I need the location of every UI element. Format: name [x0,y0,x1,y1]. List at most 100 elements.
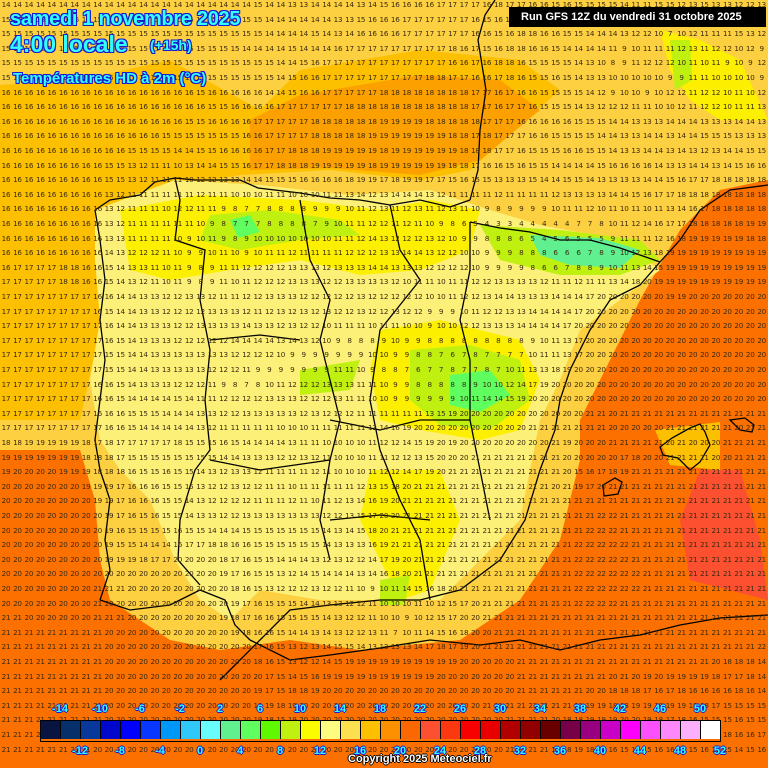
grid-value: 10 [310,496,320,506]
grid-value: 19 [230,627,240,637]
grid-value: 18 [677,233,686,243]
grid-value: 10 [654,87,664,97]
legend-tick-label: -8 [115,745,125,757]
grid-value: 16 [299,175,309,185]
grid-value: 21 [528,554,538,564]
grid-value: 20 [356,686,366,696]
grid-value: 15 [539,73,549,82]
grid-value: 14 [13,0,22,9]
grid-value: 16 [368,496,377,506]
grid-value: 20 [711,350,721,360]
grid-value: 17 [597,467,606,477]
legend-swatch [581,721,601,739]
grid-value: 11 [642,102,652,112]
grid-value: 15 [333,642,343,652]
grid-value: 21 [528,657,538,666]
grid-value: 9 [461,233,467,243]
grid-value: 18 [745,233,755,243]
grid-value: 17 [368,87,377,97]
grid-value: 14 [356,642,366,652]
grid-value: 20 [368,744,377,754]
grid-value: 6 [461,219,467,228]
grid-value: 15 [688,744,698,754]
grid-value: 21 [459,525,469,535]
grid-value: 11 [448,189,457,199]
grid-value: 15 [276,642,286,652]
grid-value: 21 [528,569,538,579]
grid-value: 11 [356,379,366,389]
grid-value: 17 [459,598,469,608]
legend-tick-label: 40 [593,745,607,757]
grid-value: 20 [608,379,618,389]
grid-value: 10 [322,233,331,243]
grid-value: 12 [368,204,377,214]
grid-value: 20 [356,715,366,725]
grid-value: 17 [47,292,57,301]
grid-value: 21 [539,657,549,666]
grid-value: 16 [150,511,160,520]
grid-value: 4 [541,219,547,228]
grid-value: 13 [516,277,526,287]
grid-value: 20 [448,715,457,725]
grid-value: 19 [688,233,698,243]
grid-value: 20 [368,686,377,696]
grid-value: 13 [665,160,675,170]
grid-value: 13 [161,350,171,360]
grid-value: 14 [116,321,125,331]
grid-value: 18 [551,365,560,374]
grid-value: 21 [562,657,572,666]
grid-value: 21 [574,496,583,506]
grid-value: 19 [677,277,686,287]
grid-value: 19 [700,277,709,287]
grid-value: 21 [608,627,618,637]
grid-value: 16 [116,116,125,126]
grid-value: 12 [413,233,423,243]
grid-value: 20 [677,365,686,374]
grid-value: 11 [127,204,137,214]
grid-value: 15 [1,43,11,53]
grid-value: 20 [711,438,721,447]
grid-value: 8 [507,335,513,345]
grid-value: 11 [264,248,274,258]
grid-value: 13 [379,233,389,243]
grid-value: 21 [722,642,732,652]
grid-value: 13 [585,189,595,199]
grid-value: 20 [173,700,183,710]
grid-value: 13 [184,160,194,170]
grid-value: 17 [402,43,412,53]
grid-value: 10 [310,233,320,243]
grid-value: 20 [597,306,606,316]
grid-value: 20 [150,598,160,608]
legend-swatch [261,721,281,739]
grid-value: 12 [413,292,423,301]
grid-value: 19 [104,481,114,491]
grid-value: 11 [562,204,572,214]
grid-value: 16 [722,686,732,696]
grid-value: 15 [700,131,709,141]
grid-value: 20 [139,569,148,579]
grid-value: 15 [104,365,114,374]
grid-value: 12 [505,379,515,389]
grid-value: 16 [93,233,102,243]
grid-value: 13 [333,613,343,623]
grid-value: 16 [700,744,709,754]
grid-value: 17 [436,14,446,24]
grid-value: 21 [722,467,732,477]
grid-value: 18 [333,131,343,141]
grid-value: 21 [402,540,412,550]
grid-value: 21 [745,540,755,550]
grid-value: 21 [35,657,45,666]
grid-value: 8 [358,335,364,345]
grid-value: 12 [390,452,400,462]
grid-value: 17 [516,102,526,112]
grid-value: 13 [757,131,767,141]
grid-value: 17 [379,73,389,82]
grid-value: 20 [493,423,503,433]
grid-value: 16 [24,219,34,228]
grid-value: 20 [24,540,34,550]
grid-value: 11 [608,204,618,214]
grid-value: 16 [516,146,526,155]
grid-value: 16 [242,160,251,170]
grid-value: 15 [253,0,263,9]
grid-value: 20 [322,700,331,710]
